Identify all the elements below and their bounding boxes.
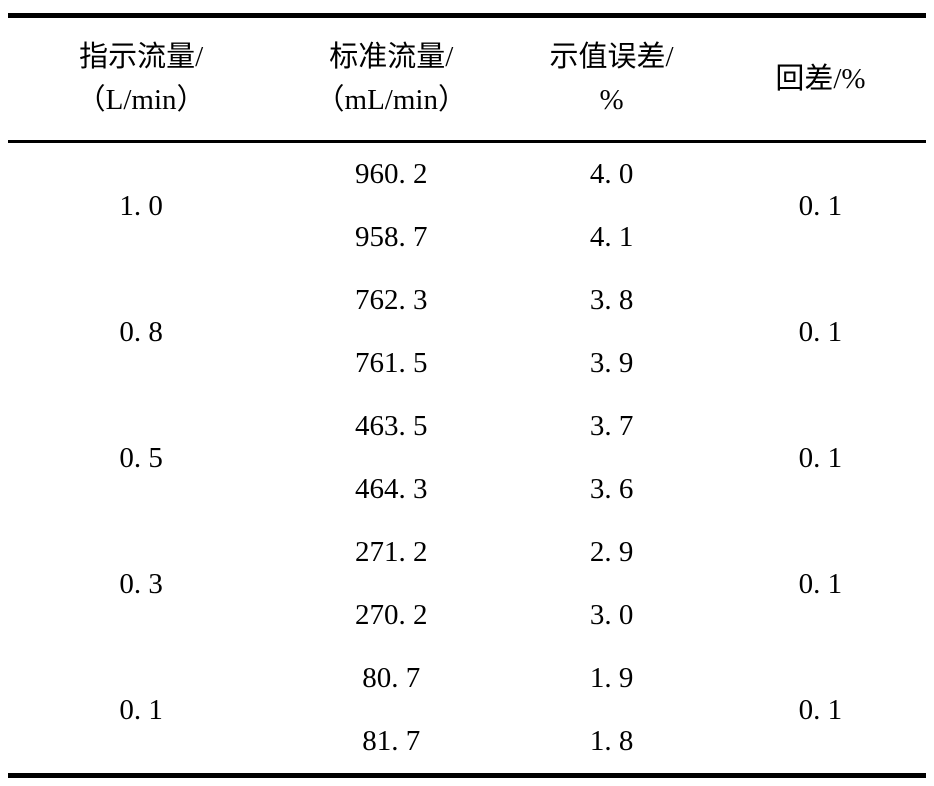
col-header-indication-error: 示值误差/ % xyxy=(508,15,715,143)
error-cell: 4. 0 xyxy=(589,158,634,190)
error-cell: 4. 1 xyxy=(589,221,634,253)
table-row: 0. 8 762. 3 3. 8 0. 1 xyxy=(8,269,926,348)
header-line: （L/min） xyxy=(76,84,206,116)
standard-flow-cell: 463. 5 xyxy=(355,410,428,442)
hysteresis-cell: 0. 1 xyxy=(798,189,843,222)
standard-flow-cell: 762. 3 xyxy=(355,284,428,316)
standard-flow-cell: 761. 5 xyxy=(355,347,428,379)
standard-flow-cell: 270. 2 xyxy=(355,599,428,631)
standard-flow-cell: 958. 7 xyxy=(355,221,428,253)
table-row: 0. 5 463. 5 3. 7 0. 1 xyxy=(8,395,926,474)
hysteresis-cell: 0. 1 xyxy=(798,567,843,600)
standard-flow-cell: 81. 7 xyxy=(362,725,421,757)
table-row: 958. 7 4. 1 xyxy=(8,206,926,269)
header-line: 指示流量/ xyxy=(79,41,204,73)
error-cell: 3. 0 xyxy=(589,599,634,631)
standard-flow-cell: 464. 3 xyxy=(355,473,428,505)
header-line: 示值误差/ xyxy=(549,41,674,73)
table-row: 464. 3 3. 6 xyxy=(8,458,926,521)
header-line: （mL/min） xyxy=(315,84,467,116)
indicated-flow-cell: 0. 1 xyxy=(119,693,163,726)
table-row: 1. 0 960. 2 4. 0 0. 1 xyxy=(8,142,926,222)
hysteresis-cell: 0. 1 xyxy=(798,693,843,726)
standard-flow-cell: 271. 2 xyxy=(355,536,428,568)
indicated-flow-cell: 0. 8 xyxy=(119,315,163,348)
header-line: 标准流量/ xyxy=(329,41,454,73)
table-header-row: 指示流量/ （L/min） 标准流量/ （mL/min） 示值误差/ % 回差/… xyxy=(8,15,926,143)
table-row: 761. 5 3. 9 xyxy=(8,332,926,395)
table-row: 0. 1 80. 7 1. 9 0. 1 xyxy=(8,647,926,726)
header-line: % xyxy=(599,84,624,116)
indicated-flow-cell: 0. 5 xyxy=(119,441,163,474)
indicated-flow-cell: 0. 3 xyxy=(119,567,163,600)
table-row: 81. 7 1. 8 xyxy=(8,710,926,776)
indicated-flow-cell: 1. 0 xyxy=(119,189,163,222)
col-header-indicated-flow: 指示流量/ （L/min） xyxy=(8,15,275,143)
table-row: 270. 2 3. 0 xyxy=(8,584,926,647)
error-cell: 3. 9 xyxy=(589,347,634,379)
table-row: 0. 3 271. 2 2. 9 0. 1 xyxy=(8,521,926,600)
header-line: 回差/% xyxy=(775,62,866,95)
flow-calibration-table: 指示流量/ （L/min） 标准流量/ （mL/min） 示值误差/ % 回差/… xyxy=(8,13,926,778)
error-cell: 3. 8 xyxy=(589,284,634,316)
error-cell: 3. 6 xyxy=(589,473,634,505)
error-cell: 3. 7 xyxy=(589,410,634,442)
standard-flow-cell: 80. 7 xyxy=(362,662,421,694)
error-cell: 2. 9 xyxy=(589,536,634,568)
col-header-standard-flow: 标准流量/ （mL/min） xyxy=(274,15,509,143)
hysteresis-cell: 0. 1 xyxy=(798,441,843,474)
hysteresis-cell: 0. 1 xyxy=(798,315,843,348)
error-cell: 1. 8 xyxy=(589,725,634,757)
col-header-hysteresis: 回差/% xyxy=(714,15,926,143)
standard-flow-cell: 960. 2 xyxy=(355,158,428,190)
error-cell: 1. 9 xyxy=(589,662,634,694)
